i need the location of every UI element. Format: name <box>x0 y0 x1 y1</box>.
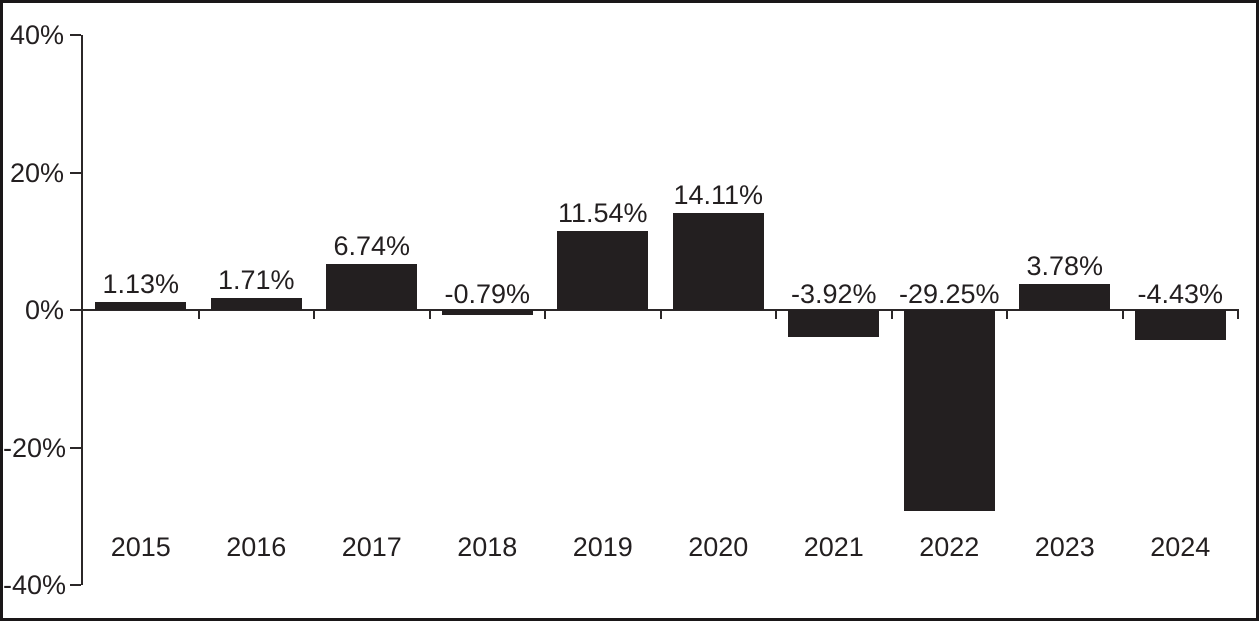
y-tick <box>70 171 81 174</box>
category-boundary-tick <box>197 309 200 319</box>
x-tick-label-2024: 2024 <box>1150 532 1211 562</box>
value-label-2018: -0.79% <box>444 279 531 309</box>
bar-2024 <box>1134 310 1226 341</box>
y-tick-label: -20% <box>3 432 67 463</box>
value-label-2020: 14.11% <box>673 179 764 210</box>
x-tick-label-2021: 2021 <box>803 532 864 562</box>
bar-2016 <box>210 298 302 310</box>
bar-2022 <box>903 310 995 512</box>
x-tick-label-2018: 2018 <box>457 532 518 562</box>
category-boundary-tick <box>1006 309 1008 319</box>
bar-2018 <box>441 310 533 316</box>
bar-2023 <box>1019 284 1111 310</box>
y-tick <box>70 446 81 449</box>
category-boundary-tick <box>544 309 546 319</box>
bar-2017 <box>326 263 418 310</box>
x-tick-label-2019: 2019 <box>572 532 633 562</box>
category-boundary-tick <box>890 309 893 319</box>
category-boundary-tick <box>659 309 662 319</box>
bar-2019 <box>557 230 649 310</box>
y-tick-label: -40% <box>3 570 67 600</box>
x-tick-label-2020: 2020 <box>688 532 749 562</box>
x-tick-label-2017: 2017 <box>341 532 402 562</box>
plot-area: 40% 20% 0% -20% -40% 1.13% 2015 1.71% 2016 6.74% 2… <box>3 3 1256 618</box>
value-label-2019: 11.54% <box>557 197 648 228</box>
category-boundary-tick <box>775 309 777 319</box>
y-tick-label: 20% <box>9 157 64 188</box>
y-axis-line <box>81 35 83 585</box>
value-label-2022: -29.25% <box>898 279 1000 309</box>
category-boundary-tick <box>1237 309 1239 319</box>
x-tick-label-2015: 2015 <box>110 532 171 562</box>
value-label-2017: 6.74% <box>333 230 411 261</box>
bar-2015 <box>95 302 187 310</box>
y-tick <box>70 584 81 586</box>
category-boundary-tick <box>313 309 315 319</box>
category-boundary-tick <box>1121 309 1124 319</box>
value-label-2023: 3.78% <box>1026 251 1104 281</box>
y-tick <box>70 309 81 311</box>
y-tick <box>70 34 81 36</box>
value-label-2016: 1.71% <box>217 265 295 296</box>
x-tick-label-2016: 2016 <box>226 532 287 562</box>
x-tick-label-2022: 2022 <box>919 532 980 562</box>
y-tick-label: 0% <box>24 295 64 325</box>
x-tick-label-2023: 2023 <box>1034 532 1095 562</box>
value-label-2015: 1.13% <box>102 269 180 300</box>
bar-2021 <box>788 310 880 337</box>
value-label-2021: -3.92% <box>790 279 877 309</box>
value-label-2024: -4.43% <box>1137 279 1224 309</box>
y-tick-label: 40% <box>9 20 64 50</box>
category-boundary-tick <box>428 309 431 319</box>
bar-2020 <box>672 212 764 310</box>
